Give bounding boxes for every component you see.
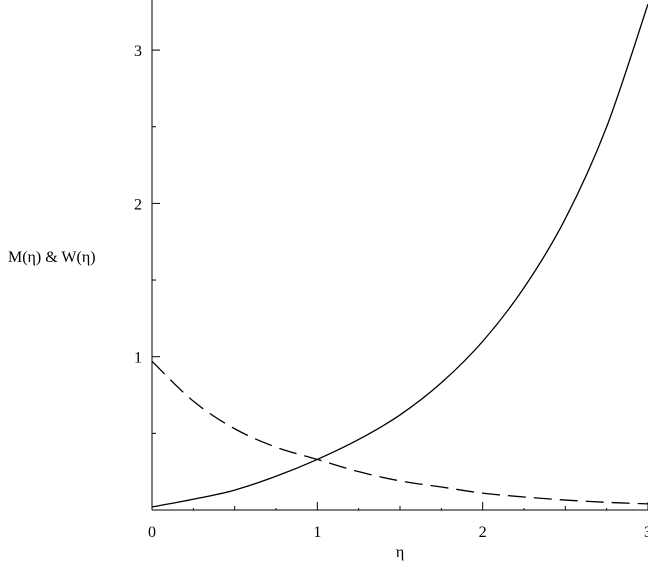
ticks: 0 1 2 3 1 2 3 bbox=[134, 43, 648, 541]
axes bbox=[151, 0, 648, 511]
series-solid-line bbox=[151, 3, 648, 508]
y-tick-label: 2 bbox=[134, 196, 142, 213]
y-axis-label: M(η) & W(η) bbox=[8, 249, 96, 266]
x-tick-label: 3 bbox=[644, 524, 648, 541]
series bbox=[151, 3, 648, 508]
x-axis-label: η bbox=[396, 544, 404, 561]
x-tick-label: 1 bbox=[313, 524, 321, 541]
y-tick-label: 3 bbox=[134, 43, 142, 60]
series-dashed-line bbox=[151, 360, 648, 505]
x-tick-label: 0 bbox=[148, 524, 156, 541]
x-tick-label: 2 bbox=[479, 524, 487, 541]
y-tick-label: 1 bbox=[134, 350, 142, 367]
